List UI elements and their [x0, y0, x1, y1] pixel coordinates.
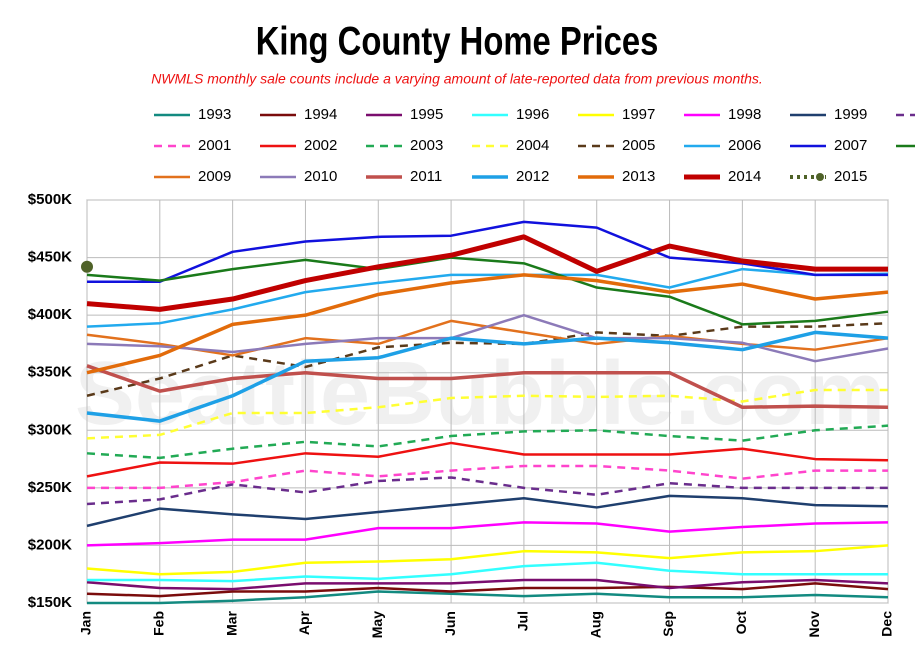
y-tick-label: $300K	[28, 421, 72, 438]
series-point	[81, 260, 93, 273]
x-tick-label: Apr	[296, 610, 312, 635]
y-tick-label: $200K	[28, 536, 72, 553]
legend-label: 2002	[304, 137, 337, 154]
x-tick-label: Dec	[879, 611, 895, 637]
series-line	[87, 590, 889, 605]
x-tick-label: Mar	[223, 610, 239, 635]
series-line	[86, 273, 889, 375]
y-tick-label: $350K	[28, 364, 72, 381]
x-tick-label: Nov	[806, 611, 822, 638]
legend-label: 2003	[410, 137, 443, 154]
legend-label: 1997	[622, 106, 655, 123]
x-tick-label: Feb	[151, 611, 167, 636]
series-line	[86, 578, 889, 591]
legend-label: 2015	[834, 168, 867, 185]
chart-title: King County Home Prices	[256, 18, 659, 63]
legend-label: 1993	[198, 106, 231, 123]
series-line	[86, 388, 888, 440]
series-line	[86, 330, 889, 423]
x-tick-label: Oct	[733, 611, 749, 635]
series-line	[86, 256, 889, 326]
y-tick-label: $150K	[28, 594, 72, 611]
legend-label: 2001	[198, 137, 231, 154]
series-line	[86, 364, 889, 410]
legend-label: 2007	[834, 137, 867, 154]
series-line	[86, 476, 888, 506]
legend-label: 2004	[516, 137, 549, 154]
legend-label: 2006	[728, 137, 761, 154]
legend-label: 2009	[198, 168, 231, 185]
series-line	[87, 561, 888, 583]
legend-label: 2013	[622, 168, 655, 185]
legend-label: 1999	[834, 106, 867, 123]
series-line	[86, 582, 889, 598]
legend-label: 1996	[516, 106, 549, 123]
chart-subtitle: NWMLS monthly sale counts include a vary…	[151, 71, 763, 87]
x-tick-label: May	[369, 611, 385, 638]
y-tick-label: $450K	[28, 249, 72, 266]
series-line	[86, 234, 888, 312]
series-line	[86, 267, 889, 328]
x-tick-label: Jan	[78, 611, 94, 635]
x-tick-label: Aug	[587, 611, 603, 638]
y-tick-label: $400K	[28, 306, 72, 323]
y-tick-label: $500K	[28, 191, 72, 208]
series-line	[87, 464, 888, 490]
series-line	[86, 441, 889, 478]
x-tick-label: Sep	[660, 611, 676, 637]
series-line	[86, 494, 889, 528]
series-line	[86, 521, 889, 547]
legend-label: 1994	[304, 106, 337, 123]
series-line	[86, 321, 889, 397]
legend-label: 1995	[410, 106, 443, 123]
legend-label: 2011	[410, 168, 442, 185]
watermark: SeattleBubble.com	[75, 344, 885, 444]
legend-label: 2010	[304, 168, 337, 185]
legend-label: 1998	[728, 106, 761, 123]
x-tick-label: Jul	[515, 611, 531, 631]
x-tick-label: Jun	[442, 611, 458, 636]
y-tick-label: $250K	[28, 479, 72, 496]
legend-label: 2012	[516, 168, 549, 185]
series-line	[87, 220, 888, 284]
legend-label: 2005	[622, 137, 655, 154]
series-line	[86, 544, 889, 576]
legend-dot	[816, 173, 824, 181]
legend-label: 2014	[728, 168, 761, 185]
